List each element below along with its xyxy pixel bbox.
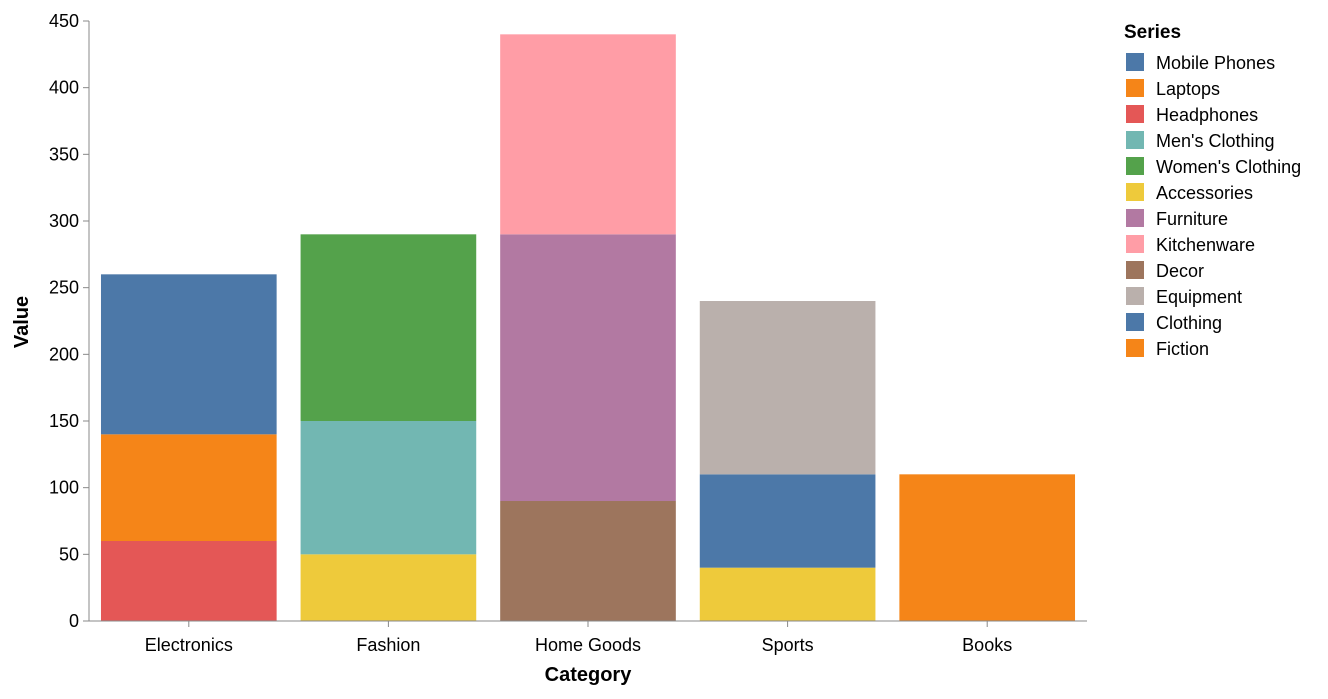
y-tick-label: 200 bbox=[49, 344, 79, 364]
legend-swatch-men-s-clothing bbox=[1126, 131, 1144, 149]
bar-fashion-men-s-clothing bbox=[300, 421, 477, 555]
y-tick-label: 250 bbox=[49, 278, 79, 298]
bar-electronics-headphones bbox=[100, 541, 277, 621]
legend-swatch-laptops bbox=[1126, 79, 1144, 97]
y-tick-label: 400 bbox=[49, 78, 79, 98]
legend-label-men-s-clothing: Men's Clothing bbox=[1156, 131, 1275, 151]
bar-sports-accessories bbox=[699, 567, 876, 621]
y-tick-label: 450 bbox=[49, 11, 79, 31]
x-tick-label-electronics: Electronics bbox=[145, 635, 233, 655]
bar-books-fiction bbox=[899, 474, 1076, 621]
legend-swatch-women-s-clothing bbox=[1126, 157, 1144, 175]
bar-home-goods-furniture bbox=[500, 234, 676, 501]
legend-label-decor: Decor bbox=[1156, 261, 1204, 281]
legend-label-accessories: Accessories bbox=[1156, 183, 1253, 203]
bar-sports-equipment bbox=[699, 301, 876, 475]
legend-title: Series bbox=[1124, 22, 1181, 43]
bars-group bbox=[100, 34, 1076, 621]
legend-label-mobile-phones: Mobile Phones bbox=[1156, 53, 1275, 73]
x-axis-title: Category bbox=[545, 664, 633, 686]
bar-sports-clothing bbox=[699, 474, 876, 568]
legend-swatch-fiction bbox=[1126, 339, 1144, 357]
legend-swatch-equipment bbox=[1126, 287, 1144, 305]
bar-fashion-accessories bbox=[300, 554, 477, 621]
y-tick-label: 350 bbox=[49, 144, 79, 164]
x-tick-label-sports: Sports bbox=[762, 635, 814, 655]
legend-swatch-accessories bbox=[1126, 183, 1144, 201]
y-tick-label: 100 bbox=[49, 478, 79, 498]
legend-swatch-decor bbox=[1126, 261, 1144, 279]
legend-label-laptops: Laptops bbox=[1156, 79, 1220, 99]
y-axis: 0 50 100 150 200 250 300 350 400 450 bbox=[49, 11, 90, 631]
legend-swatch-headphones bbox=[1126, 105, 1144, 123]
legend-label-headphones: Headphones bbox=[1156, 105, 1258, 125]
y-tick-label: 300 bbox=[49, 211, 79, 231]
legend-label-kitchenware: Kitchenware bbox=[1156, 235, 1255, 255]
bar-electronics-mobile-phones bbox=[100, 274, 277, 435]
legend-swatch-clothing bbox=[1126, 313, 1144, 331]
legend-label-furniture: Furniture bbox=[1156, 209, 1228, 229]
legend-swatch-mobile-phones bbox=[1126, 53, 1144, 71]
x-tick-label-fashion: Fashion bbox=[356, 635, 420, 655]
legend-label-equipment: Equipment bbox=[1156, 287, 1242, 307]
bar-home-goods-kitchenware bbox=[500, 34, 676, 235]
legend-label-clothing: Clothing bbox=[1156, 313, 1222, 333]
bar-fashion-women-s-clothing bbox=[300, 234, 477, 421]
bar-home-goods-decor bbox=[500, 501, 676, 621]
y-axis-title: Value bbox=[11, 296, 33, 348]
legend: Series Mobile Phones Laptops Headphones Men… bbox=[1124, 22, 1301, 359]
legend-label-fiction: Fiction bbox=[1156, 339, 1209, 359]
x-tick-label-books: Books bbox=[962, 635, 1012, 655]
y-tick-label: 50 bbox=[59, 544, 79, 564]
y-tick-label: 150 bbox=[49, 411, 79, 431]
x-axis: Electronics Fashion Home Goods Sports Books bbox=[89, 620, 1087, 655]
legend-label-women-s-clothing: Women's Clothing bbox=[1156, 157, 1301, 177]
bar-electronics-laptops bbox=[100, 434, 277, 541]
x-tick-label-home-goods: Home Goods bbox=[535, 635, 641, 655]
legend-swatch-furniture bbox=[1126, 209, 1144, 227]
y-tick-label: 0 bbox=[69, 611, 79, 631]
legend-swatch-kitchenware bbox=[1126, 235, 1144, 253]
